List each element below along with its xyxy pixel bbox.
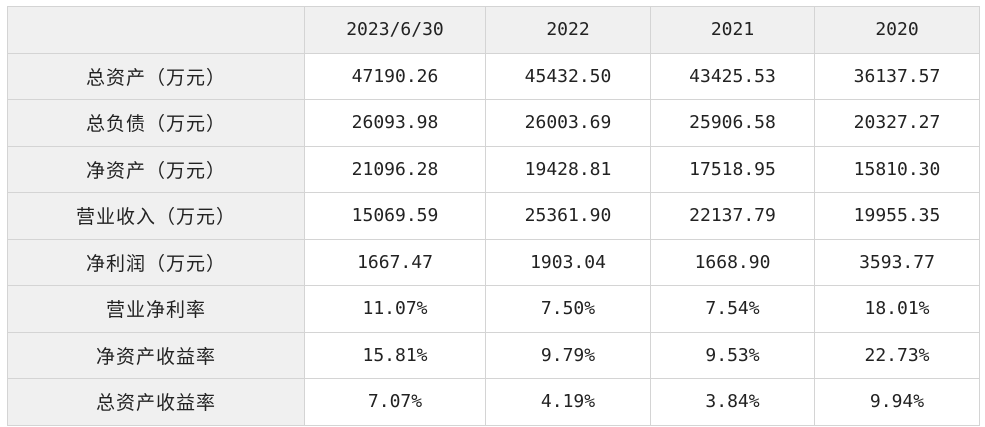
table-cell: 9.94% — [814, 378, 980, 426]
table-row: 净资产（万元） 21096.28 19428.81 17518.95 15810.30 — [7, 145, 980, 193]
table-row: 总资产（万元） 47190.26 45432.50 43425.53 36137.57 — [7, 52, 980, 100]
table-cell: 1903.04 — [485, 238, 651, 286]
table-cell: 19428.81 — [485, 145, 651, 193]
table-row: 净资产收益率 15.81% 9.79% 9.53% 22.73% — [7, 331, 980, 379]
table-cell: 26003.69 — [485, 99, 651, 147]
table-cell: 36137.57 — [814, 52, 980, 100]
table-cell: 17518.95 — [650, 145, 815, 193]
header-row: 2023/6/30 2022 2021 2020 — [7, 6, 980, 54]
table-cell: 21096.28 — [304, 145, 486, 193]
column-header-2023-6-30: 2023/6/30 — [304, 6, 486, 54]
table-cell: 4.19% — [485, 378, 651, 426]
table-cell: 43425.53 — [650, 52, 815, 100]
table-cell: 3593.77 — [814, 238, 980, 286]
table-cell: 15810.30 — [814, 145, 980, 193]
row-label: 总资产（万元） — [7, 52, 305, 100]
table-row: 总负债（万元） 26093.98 26003.69 25906.58 20327.27 — [7, 99, 980, 147]
table-body: 2023/6/30 2022 2021 2020 总资产（万元） 47190.26… — [7, 6, 980, 426]
table-cell: 7.54% — [650, 285, 815, 333]
table-row: 净利润（万元） 1667.47 1903.04 1668.90 3593.77 — [7, 238, 980, 286]
row-label: 净资产（万元） — [7, 145, 305, 193]
table-cell: 7.07% — [304, 378, 486, 426]
financial-table-container: 2023/6/30 2022 2021 2020 总资产（万元） 47190.26… — [7, 6, 980, 426]
table-cell: 22137.79 — [650, 192, 815, 240]
table-cell: 9.53% — [650, 331, 815, 379]
table-cell: 47190.26 — [304, 52, 486, 100]
table-cell: 9.79% — [485, 331, 651, 379]
table-cell: 45432.50 — [485, 52, 651, 100]
table-cell: 15069.59 — [304, 192, 486, 240]
table-cell: 25361.90 — [485, 192, 651, 240]
table-cell: 18.01% — [814, 285, 980, 333]
column-header-2022: 2022 — [485, 6, 651, 54]
financial-data-table: 2023/6/30 2022 2021 2020 总资产（万元） 47190.26… — [7, 6, 980, 426]
row-label: 总资产收益率 — [7, 378, 305, 426]
corner-cell — [7, 6, 305, 54]
table-cell: 26093.98 — [304, 99, 486, 147]
table-row: 营业净利率 11.07% 7.50% 7.54% 18.01% — [7, 285, 980, 333]
table-cell: 1667.47 — [304, 238, 486, 286]
row-label: 总负债（万元） — [7, 99, 305, 147]
table-cell: 3.84% — [650, 378, 815, 426]
table-cell: 22.73% — [814, 331, 980, 379]
table-row: 营业收入（万元） 15069.59 25361.90 22137.79 19955.35 — [7, 192, 980, 240]
column-header-2020: 2020 — [814, 6, 980, 54]
table-row: 总资产收益率 7.07% 4.19% 3.84% 9.94% — [7, 378, 980, 426]
table-cell: 15.81% — [304, 331, 486, 379]
table-cell: 11.07% — [304, 285, 486, 333]
row-label: 净利润（万元） — [7, 238, 305, 286]
row-label: 营业收入（万元） — [7, 192, 305, 240]
table-cell: 25906.58 — [650, 99, 815, 147]
column-header-2021: 2021 — [650, 6, 815, 54]
table-cell: 19955.35 — [814, 192, 980, 240]
row-label: 营业净利率 — [7, 285, 305, 333]
table-cell: 20327.27 — [814, 99, 980, 147]
table-cell: 7.50% — [485, 285, 651, 333]
table-cell: 1668.90 — [650, 238, 815, 286]
row-label: 净资产收益率 — [7, 331, 305, 379]
